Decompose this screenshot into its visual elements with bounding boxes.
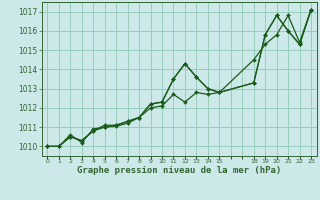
X-axis label: Graphe pression niveau de la mer (hPa): Graphe pression niveau de la mer (hPa) (77, 166, 281, 175)
